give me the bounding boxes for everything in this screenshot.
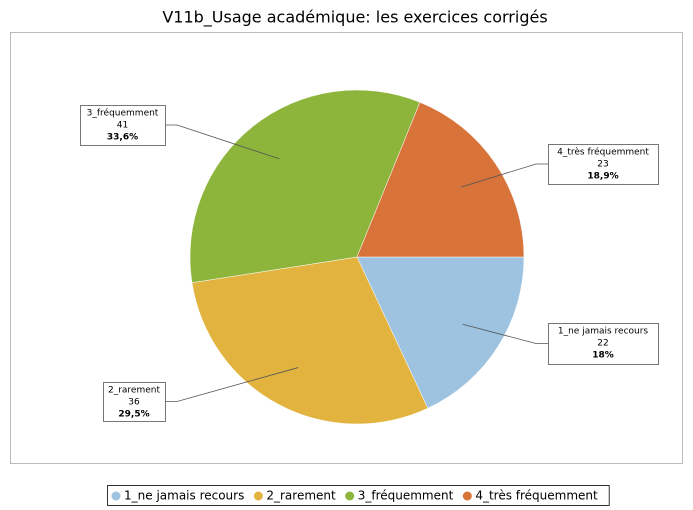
- legend-label: 4_très fréquemment: [475, 489, 598, 503]
- leader-line: [460, 163, 548, 188]
- slice-percent: 29,5%: [118, 410, 149, 420]
- slice-value: 23: [597, 160, 608, 170]
- slice-label: 2_rarement: [108, 386, 160, 396]
- label-box: [548, 323, 659, 365]
- plot-frame: [10, 32, 683, 464]
- legend: 1_ne jamais recours 2_rarement 3_fréquemme…: [111, 489, 598, 503]
- slice-percent: 18%: [592, 351, 614, 361]
- chart-title: V11b_Usage académique: les exercices cor…: [162, 8, 547, 28]
- slice-percent: 33,6%: [107, 133, 138, 143]
- pie-slice: [356, 101, 525, 258]
- label-box: [548, 144, 659, 185]
- slice-label: 4_très fréquemment: [557, 147, 649, 158]
- legend-label: 1_ne jamais recours: [124, 489, 244, 503]
- pie-slice: [356, 256, 525, 409]
- legend-swatch: [345, 491, 355, 501]
- legend-swatch: [111, 491, 121, 501]
- slice-value: 36: [128, 398, 140, 408]
- leader-line: [165, 367, 299, 402]
- slice-label: 1_ne jamais recours: [558, 327, 649, 337]
- legend-label: 2_rarement: [266, 489, 336, 503]
- pie-slice: [189, 89, 421, 283]
- legend-swatch: [462, 491, 472, 501]
- slice-label: 3_fréquemment: [87, 108, 159, 119]
- leader-line: [165, 124, 280, 160]
- legend-label: 3_fréquemment: [358, 489, 454, 503]
- pie-slice: [191, 256, 429, 425]
- label-box: [103, 382, 166, 422]
- label-box: [80, 105, 166, 146]
- legend-swatch: [253, 491, 263, 501]
- slice-value: 41: [117, 121, 128, 131]
- slice-percent: 18,9%: [587, 172, 618, 182]
- slice-value: 22: [597, 339, 608, 349]
- leader-line: [462, 323, 548, 344]
